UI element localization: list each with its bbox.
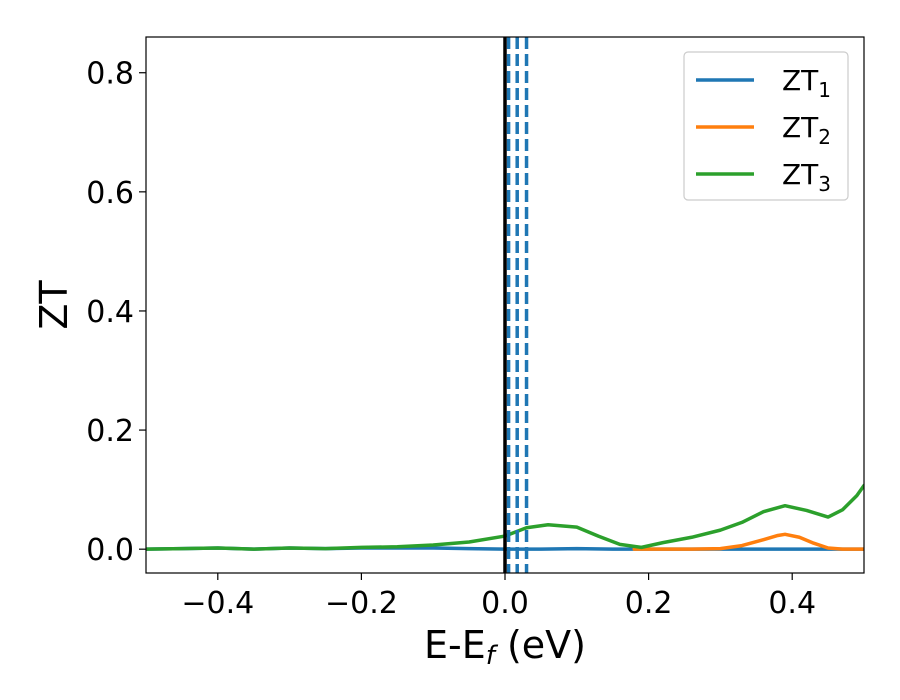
plot-area <box>146 37 864 573</box>
y-tick-label: 0.2 <box>86 414 134 449</box>
x-axis-title-suffix: (eV) <box>495 623 586 667</box>
x-tick-label: −0.2 <box>325 586 398 621</box>
x-axis-title: E-Ef (eV) <box>424 623 586 671</box>
y-tick-label: 0.8 <box>86 57 134 92</box>
x-tick-label: −0.4 <box>181 586 254 621</box>
legend-label-zt2: ZT2 <box>782 111 831 149</box>
legend-label-zt3: ZT3 <box>782 158 831 196</box>
legend-label-zt1: ZT1 <box>782 64 831 102</box>
y-tick-label: 0.6 <box>86 176 134 211</box>
legend-box <box>683 51 849 201</box>
x-axis-title-main: E-E <box>424 623 486 667</box>
y-tick-label: 0.4 <box>86 295 134 330</box>
y-tick-label: 0.0 <box>86 533 134 568</box>
legend: ZT1 ZT2 ZT3 <box>683 51 849 201</box>
y-axis-title: ZT <box>32 280 76 330</box>
axis-ticks: −0.4 −0.2 0.0 0.2 0.4 0.0 0.2 0.4 0.6 0.8 <box>86 57 816 621</box>
x-tick-label: 0.0 <box>481 586 529 621</box>
series-line-zt2 <box>632 532 864 551</box>
x-tick-label: 0.4 <box>768 586 816 621</box>
series-line-zt3 <box>146 483 864 551</box>
x-tick-label: 0.2 <box>625 586 673 621</box>
